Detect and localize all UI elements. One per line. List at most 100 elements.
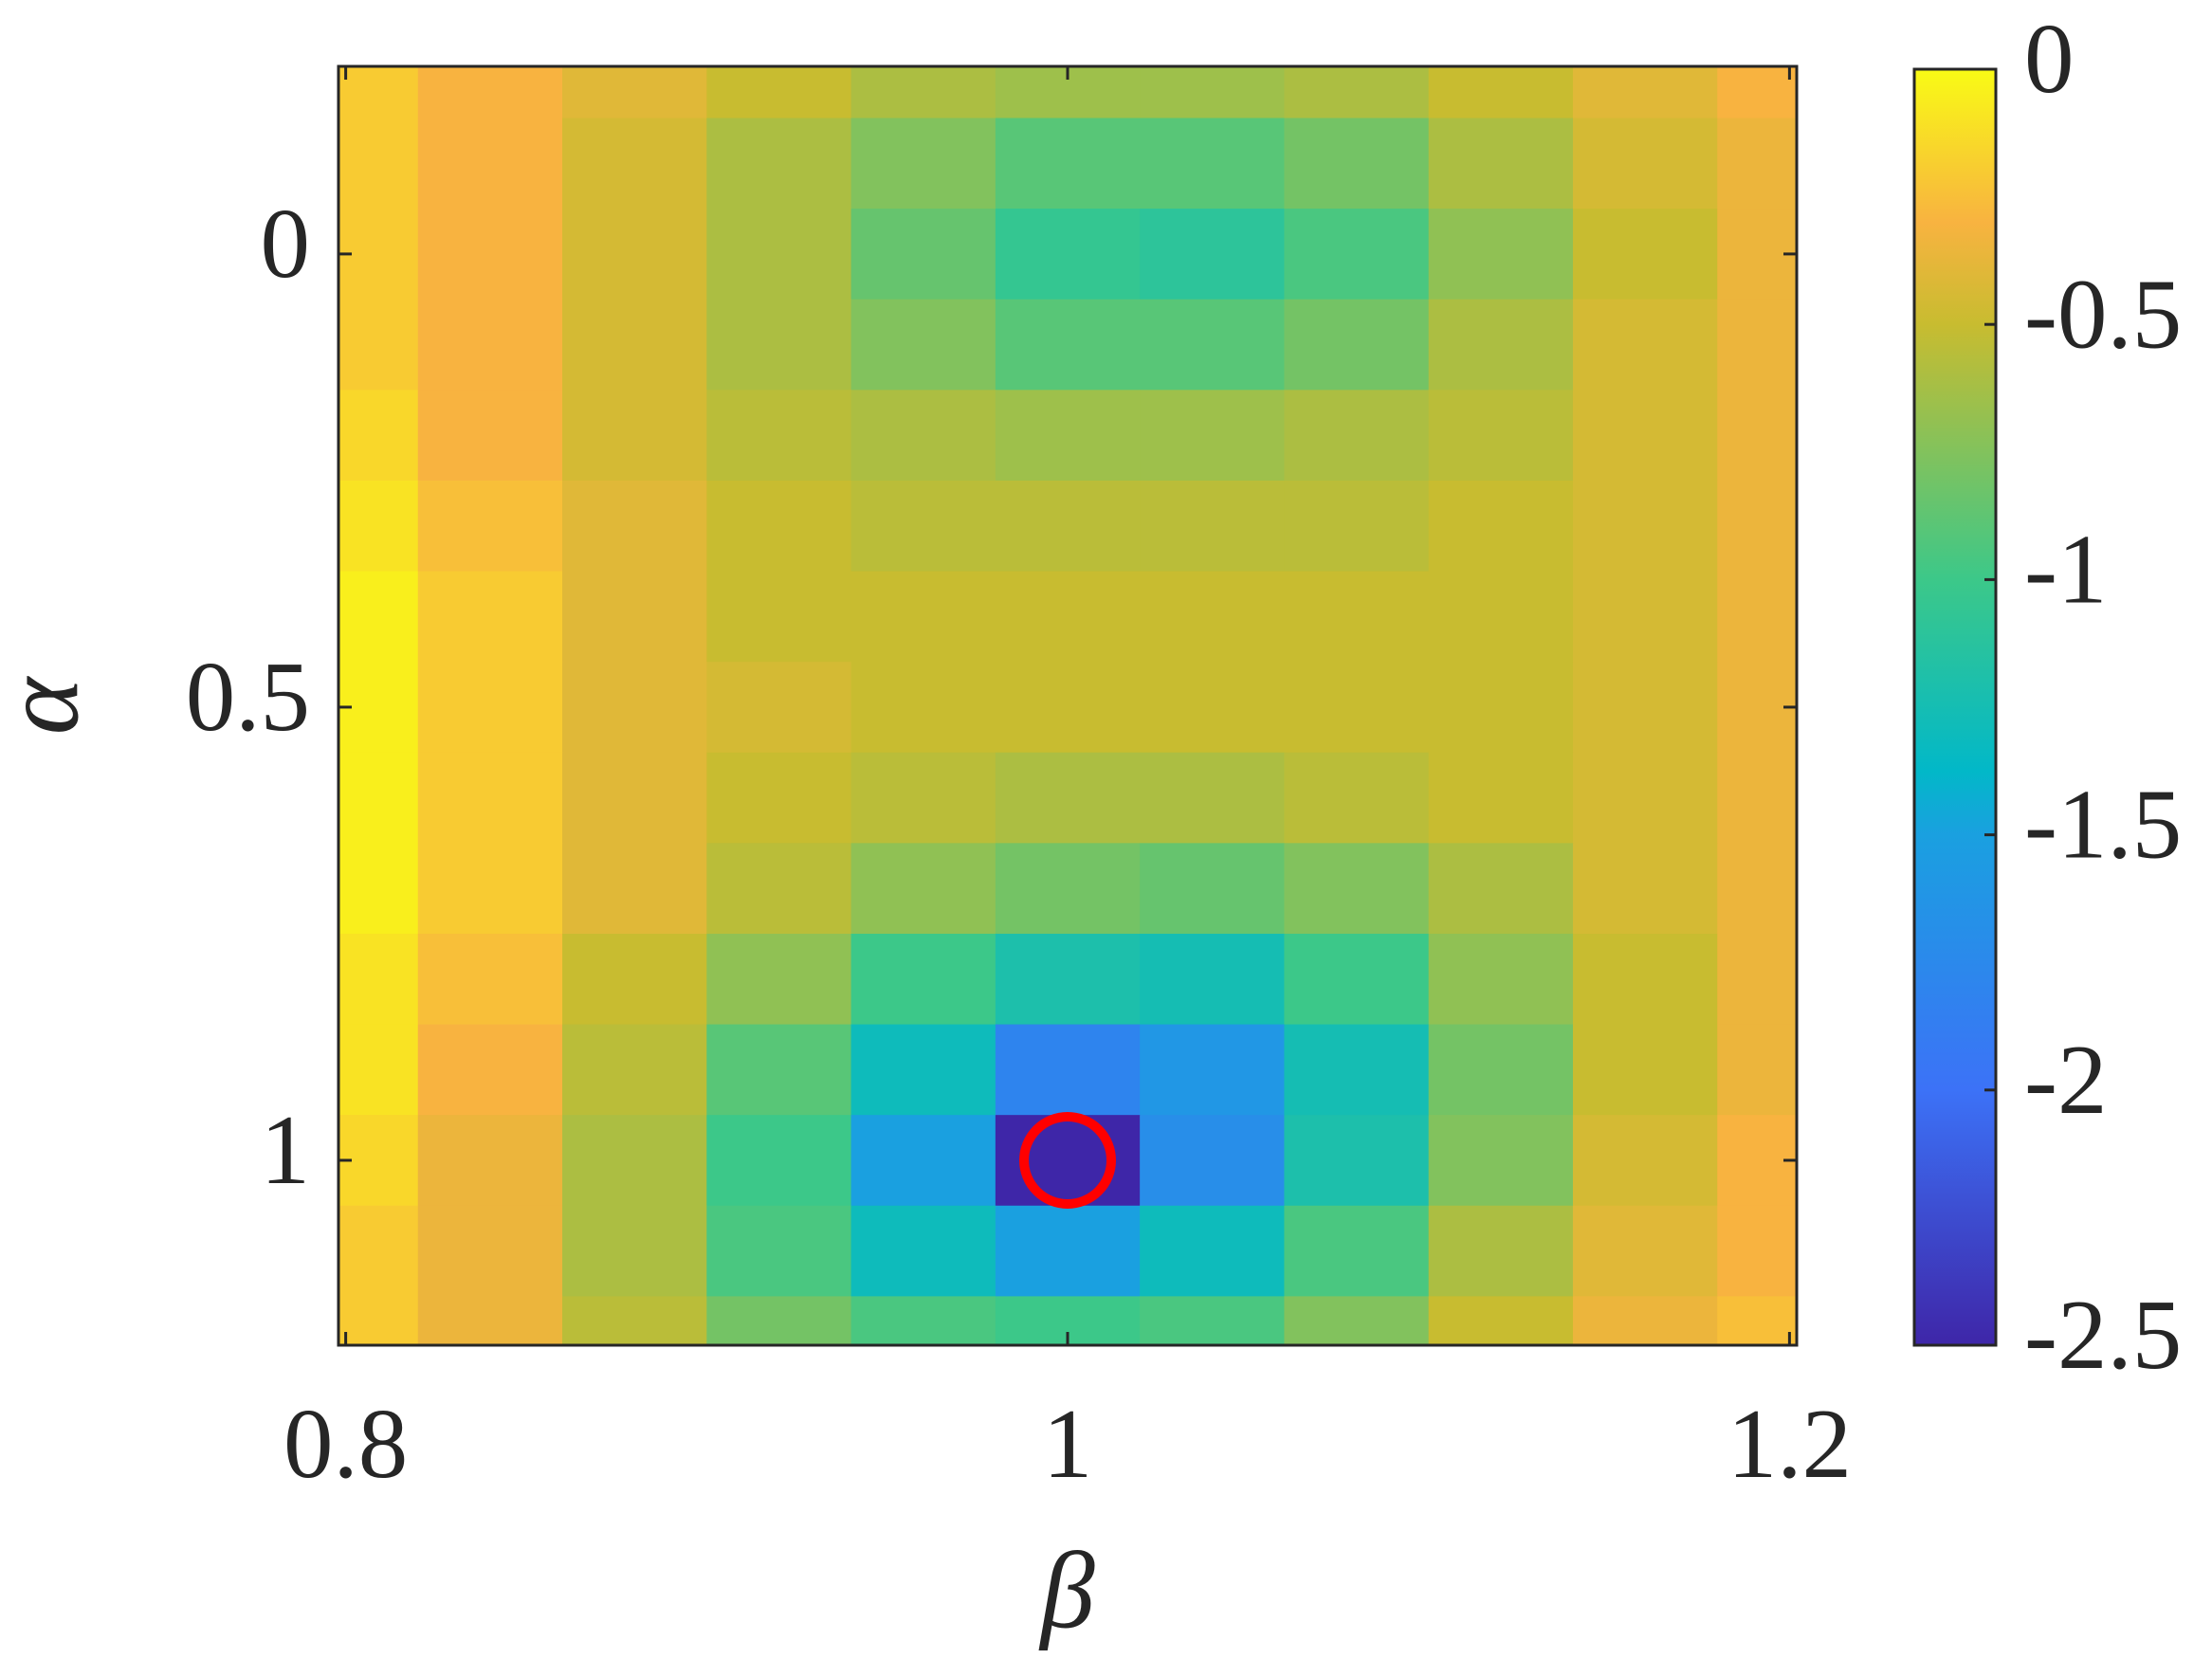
heatmap-cell [338,209,419,301]
heatmap-cell [417,662,563,754]
heatmap-cell [1140,299,1285,391]
heatmap-cell [1572,480,1718,573]
heatmap-cell [1428,752,1574,844]
heatmap-cell [1140,480,1285,573]
heatmap-cell [1284,571,1430,663]
heatmap-cell [417,843,563,935]
heatmap-cell [1428,480,1574,573]
heatmap-cell [1717,1205,1797,1297]
heatmap-cell [1284,66,1430,118]
heatmap-cell [850,66,996,118]
heatmap-cell [1572,843,1718,935]
heatmap-cell [1140,1296,1285,1345]
heatmap-cell [1140,843,1285,935]
heatmap-cell [1140,1205,1285,1297]
heatmap-cell [1284,752,1430,844]
y-tick-label: 0 [261,188,311,299]
heatmap-cell [1428,1205,1574,1297]
heatmap-cell [338,752,419,844]
heatmap-cell [562,118,707,210]
heatmap-cell [1572,752,1718,844]
y-tick-label: 0.5 [186,641,310,752]
heatmap-cell [417,118,563,210]
heatmap-cell [1428,66,1574,118]
heatmap-cells [338,66,1797,1345]
heatmap-cell [1717,752,1797,844]
y-tick-label: 1 [261,1094,311,1205]
heatmap-cell [338,662,419,754]
heatmap-cell [1572,118,1718,210]
heatmap-cell [417,1115,563,1207]
heatmap-cell [562,1296,707,1345]
heatmap-cell [995,118,1141,210]
heatmap-cell [1284,843,1430,935]
colorbar [1912,67,1998,1347]
heatmap-cell [995,209,1141,301]
heatmap-cell [338,571,419,663]
heatmap-cell [1717,66,1797,118]
heatmap-cell [562,662,707,754]
heatmap-cell [1717,571,1797,663]
heatmap-cell [995,662,1141,754]
heatmap-cell [850,209,996,301]
heatmap-cell [1428,1024,1574,1116]
heatmap-cell [562,571,707,663]
heatmap-cell [1140,752,1285,844]
heatmap-cell [417,1205,563,1297]
heatmap-cell [562,209,707,301]
heatmap-cell [338,118,419,210]
heatmap-cell [706,571,852,663]
heatmap-cell [995,480,1141,573]
heatmap-cell [1284,1024,1430,1116]
heatmap-cell [850,118,996,210]
heatmap-cell [1284,480,1430,573]
heatmap-cell [1140,662,1285,754]
heatmap-cell [1717,843,1797,935]
heatmap-cell [562,299,707,391]
heatmap-cell [706,843,852,935]
heatmap-cell [850,1115,996,1207]
heatmap-cell [706,480,852,573]
heatmap-cell [1284,1205,1430,1297]
heatmap-cell [1572,571,1718,663]
heatmap-cell [417,933,563,1026]
y-axis-label: α [0,675,101,735]
heatmap-cell [850,390,996,482]
heatmap-cell [417,66,563,118]
heatmap-cell [1428,1296,1574,1345]
heatmap-cell [850,752,996,844]
heatmap-cell [417,1296,563,1345]
heatmap-cell [706,1205,852,1297]
x-tick-label: 1 [1043,1388,1093,1499]
heatmap-cell [1284,1296,1430,1345]
heatmap-cell [706,933,852,1026]
heatmap-cell [706,209,852,301]
heatmap-cell [1140,118,1285,210]
heatmap-cell [562,933,707,1026]
heatmap-cell [1572,390,1718,482]
heatmap-cell [562,1115,707,1207]
heatmap-cell [562,1024,707,1116]
heatmap-cell [417,299,563,391]
marker-circle [1019,1111,1116,1209]
heatmap-cell [706,66,852,118]
heatmap-cell [1717,480,1797,573]
colorbar-tick-label: 0 [2024,3,2075,114]
heatmap-cell [417,390,563,482]
heatmap-cell [1140,209,1285,301]
heatmap-cell [995,299,1141,391]
heatmap-cell [850,299,996,391]
x-axis-label: β [1038,1530,1095,1650]
heatmap-cell [706,662,852,754]
heatmap-cell [706,1024,852,1116]
heatmap-cell [1284,209,1430,301]
heatmap-cell [1717,390,1797,482]
heatmap-cell [1140,933,1285,1026]
heatmap-cell [1428,571,1574,663]
heatmap-cell [995,571,1141,663]
heatmap-cell [417,480,563,573]
colorbar-tick-label: -0.5 [2024,258,2182,369]
heatmap-cell [995,390,1141,482]
heatmap-cell [1428,209,1574,301]
